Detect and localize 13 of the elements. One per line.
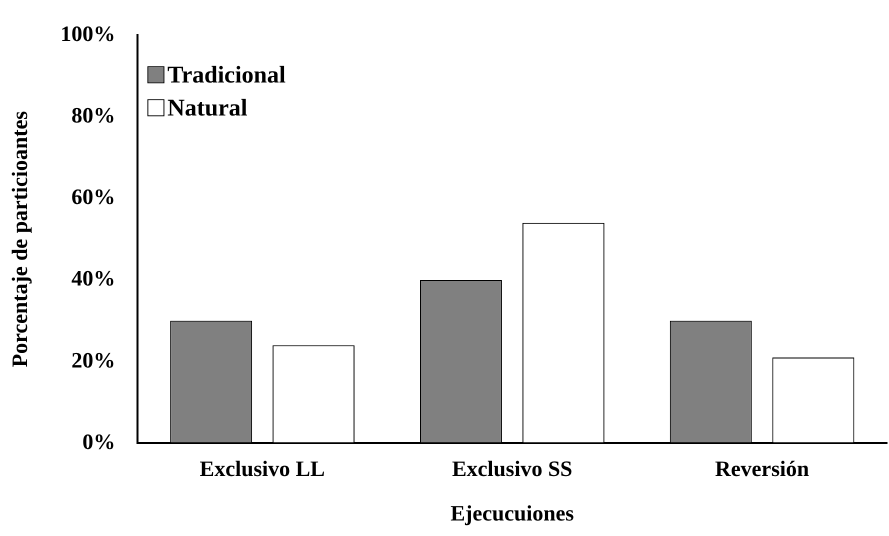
y-tick-label: 60%: [71, 184, 116, 210]
y-tick-label: 40%: [71, 266, 116, 291]
x-tick-label: Reversión: [715, 456, 810, 482]
x-tick-label: Exclusivo SS: [452, 456, 572, 482]
y-axis-title: Porcentaje de particioantes: [6, 110, 32, 368]
legend-label: Natural: [167, 95, 248, 122]
y-tick-label: 100%: [60, 20, 116, 46]
y-tick-label: 0%: [82, 428, 116, 454]
x-axis-title: Ejecucuiones: [450, 500, 574, 526]
y-tick-label: 80%: [71, 102, 116, 128]
legend-label: Tradicional: [167, 62, 286, 88]
y-tick-label: 20%: [71, 347, 116, 372]
x-tick-label: Exclusivo LL: [200, 456, 325, 482]
